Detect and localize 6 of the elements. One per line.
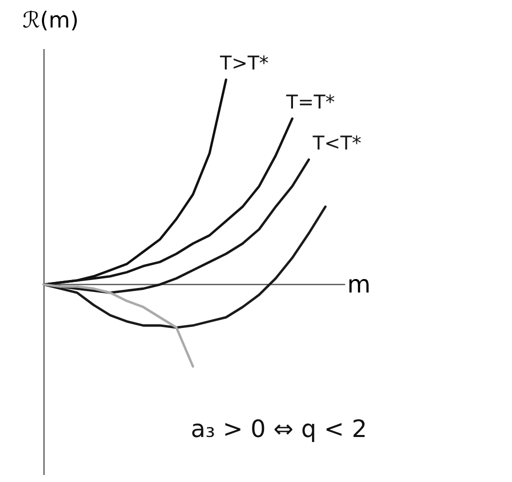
text: a₃ > 0 ⇔ q < 2 (190, 415, 367, 443)
y-axis-title: ℛ(m) (22, 8, 79, 34)
x-axis-title: m (347, 270, 371, 298)
series-label: T=T* (285, 92, 335, 114)
series-label: T>T* (219, 52, 269, 75)
series-label: T<T* (312, 132, 362, 155)
